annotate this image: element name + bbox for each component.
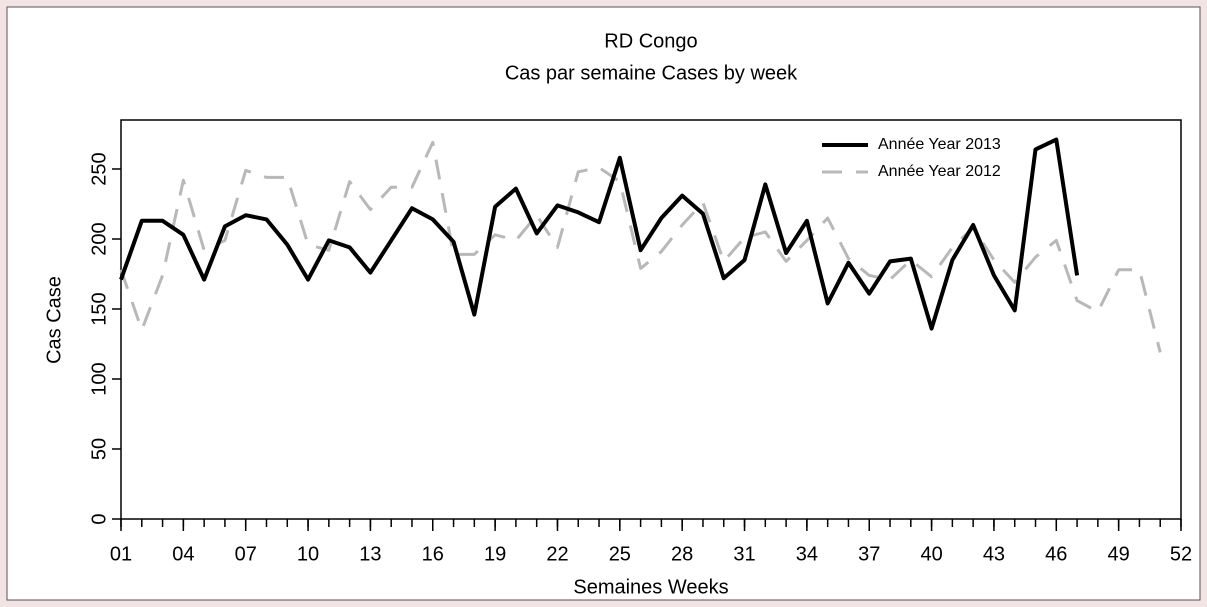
- x-tick-label: 31: [733, 543, 755, 565]
- x-tick-label: 34: [796, 543, 818, 565]
- x-tick-label: 10: [297, 543, 319, 565]
- x-tick-label: 46: [1045, 543, 1067, 565]
- y-tick-label: 0: [88, 513, 110, 524]
- y-axis-label: Cas Case: [43, 276, 65, 364]
- frame: [6, 6, 1201, 601]
- x-tick-label: 25: [609, 543, 631, 565]
- x-tick-label: 16: [422, 543, 444, 565]
- x-tick-label: 52: [1170, 543, 1192, 565]
- x-tick-label: 28: [671, 543, 693, 565]
- plot-box: [120, 119, 1182, 520]
- legend-label: Année Year 2012: [878, 163, 1001, 180]
- y-tick-label: 200: [88, 222, 110, 255]
- x-tick-label: 04: [172, 543, 194, 565]
- y-tick-label: 100: [88, 362, 110, 395]
- x-tick-label: 19: [484, 543, 506, 565]
- x-tick-label: 49: [1108, 543, 1130, 565]
- y-tick-label: 250: [88, 152, 110, 185]
- chart-subtitle: Cas par semaine Cases by week: [505, 62, 798, 84]
- series-line: [119, 140, 1162, 353]
- y-tick-label: 150: [88, 292, 110, 325]
- x-tick-label: 22: [546, 543, 568, 565]
- x-tick-label: 43: [983, 543, 1005, 565]
- series-line: [119, 137, 1080, 331]
- x-tick-label: 40: [920, 543, 942, 565]
- x-tick-label: 13: [359, 543, 381, 565]
- x-axis-label: Semaines Weeks: [573, 576, 728, 598]
- legend-label: Année Year 2013: [878, 136, 1001, 153]
- x-tick-label: 01: [110, 543, 132, 565]
- chart-title: RD Congo: [604, 30, 697, 52]
- x-tick-label: 37: [858, 543, 880, 565]
- x-tick-label: 07: [235, 543, 257, 565]
- y-tick-label: 50: [88, 438, 110, 460]
